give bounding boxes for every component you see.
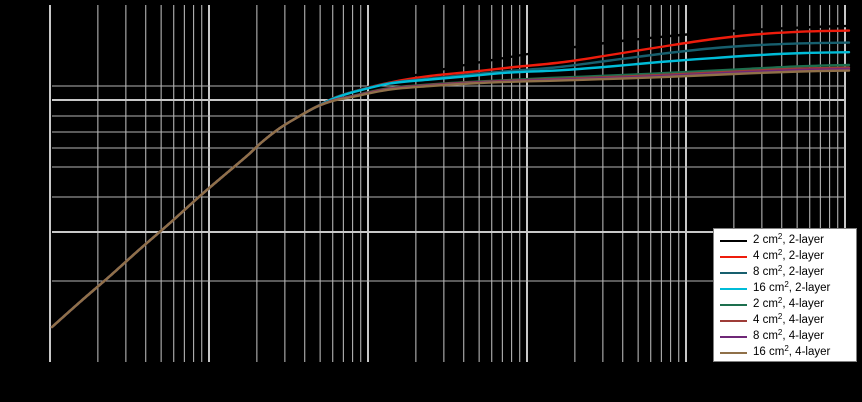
legend-item: 16 cm2, 2-layer — [720, 281, 852, 297]
legend-item: 16 cm2, 4-layer — [720, 345, 852, 361]
legend-line-sample-icon — [720, 336, 747, 338]
legend-item-label: 8 cm2, 4-layer — [753, 328, 824, 343]
legend-item: 4 cm2, 4-layer — [720, 313, 852, 329]
legend-line-sample-icon — [720, 288, 747, 290]
legend-item-label: 4 cm2, 4-layer — [753, 312, 824, 327]
legend-item-label: 2 cm2, 4-layer — [753, 296, 824, 311]
legend-item-label: 16 cm2, 4-layer — [753, 344, 831, 359]
legend-item-label: 2 cm2, 2-layer — [753, 232, 824, 247]
legend-line-sample-icon — [720, 304, 747, 306]
legend-line-sample-icon — [720, 240, 747, 242]
legend-item: 4 cm2, 2-layer — [720, 249, 852, 265]
legend-item-label: 8 cm2, 2-layer — [753, 264, 824, 279]
legend-item: 2 cm2, 2-layer — [720, 233, 852, 249]
legend-item: 8 cm2, 2-layer — [720, 265, 852, 281]
series-curve-16-cm2-4-layer — [50, 69, 851, 329]
legend-line-sample-icon — [720, 352, 747, 354]
legend-line-sample-icon — [720, 320, 747, 322]
legend-line-sample-icon — [720, 272, 747, 274]
legend-item-label: 4 cm2, 2-layer — [753, 248, 824, 263]
legend-item: 8 cm2, 4-layer — [720, 329, 852, 345]
legend: 2 cm2, 2-layer 4 cm2, 2-layer 8 cm2, 2-l… — [713, 228, 857, 362]
legend-line-sample-icon — [720, 256, 747, 258]
legend-item-label: 16 cm2, 2-layer — [753, 280, 831, 295]
legend-item: 2 cm2, 4-layer — [720, 297, 852, 313]
